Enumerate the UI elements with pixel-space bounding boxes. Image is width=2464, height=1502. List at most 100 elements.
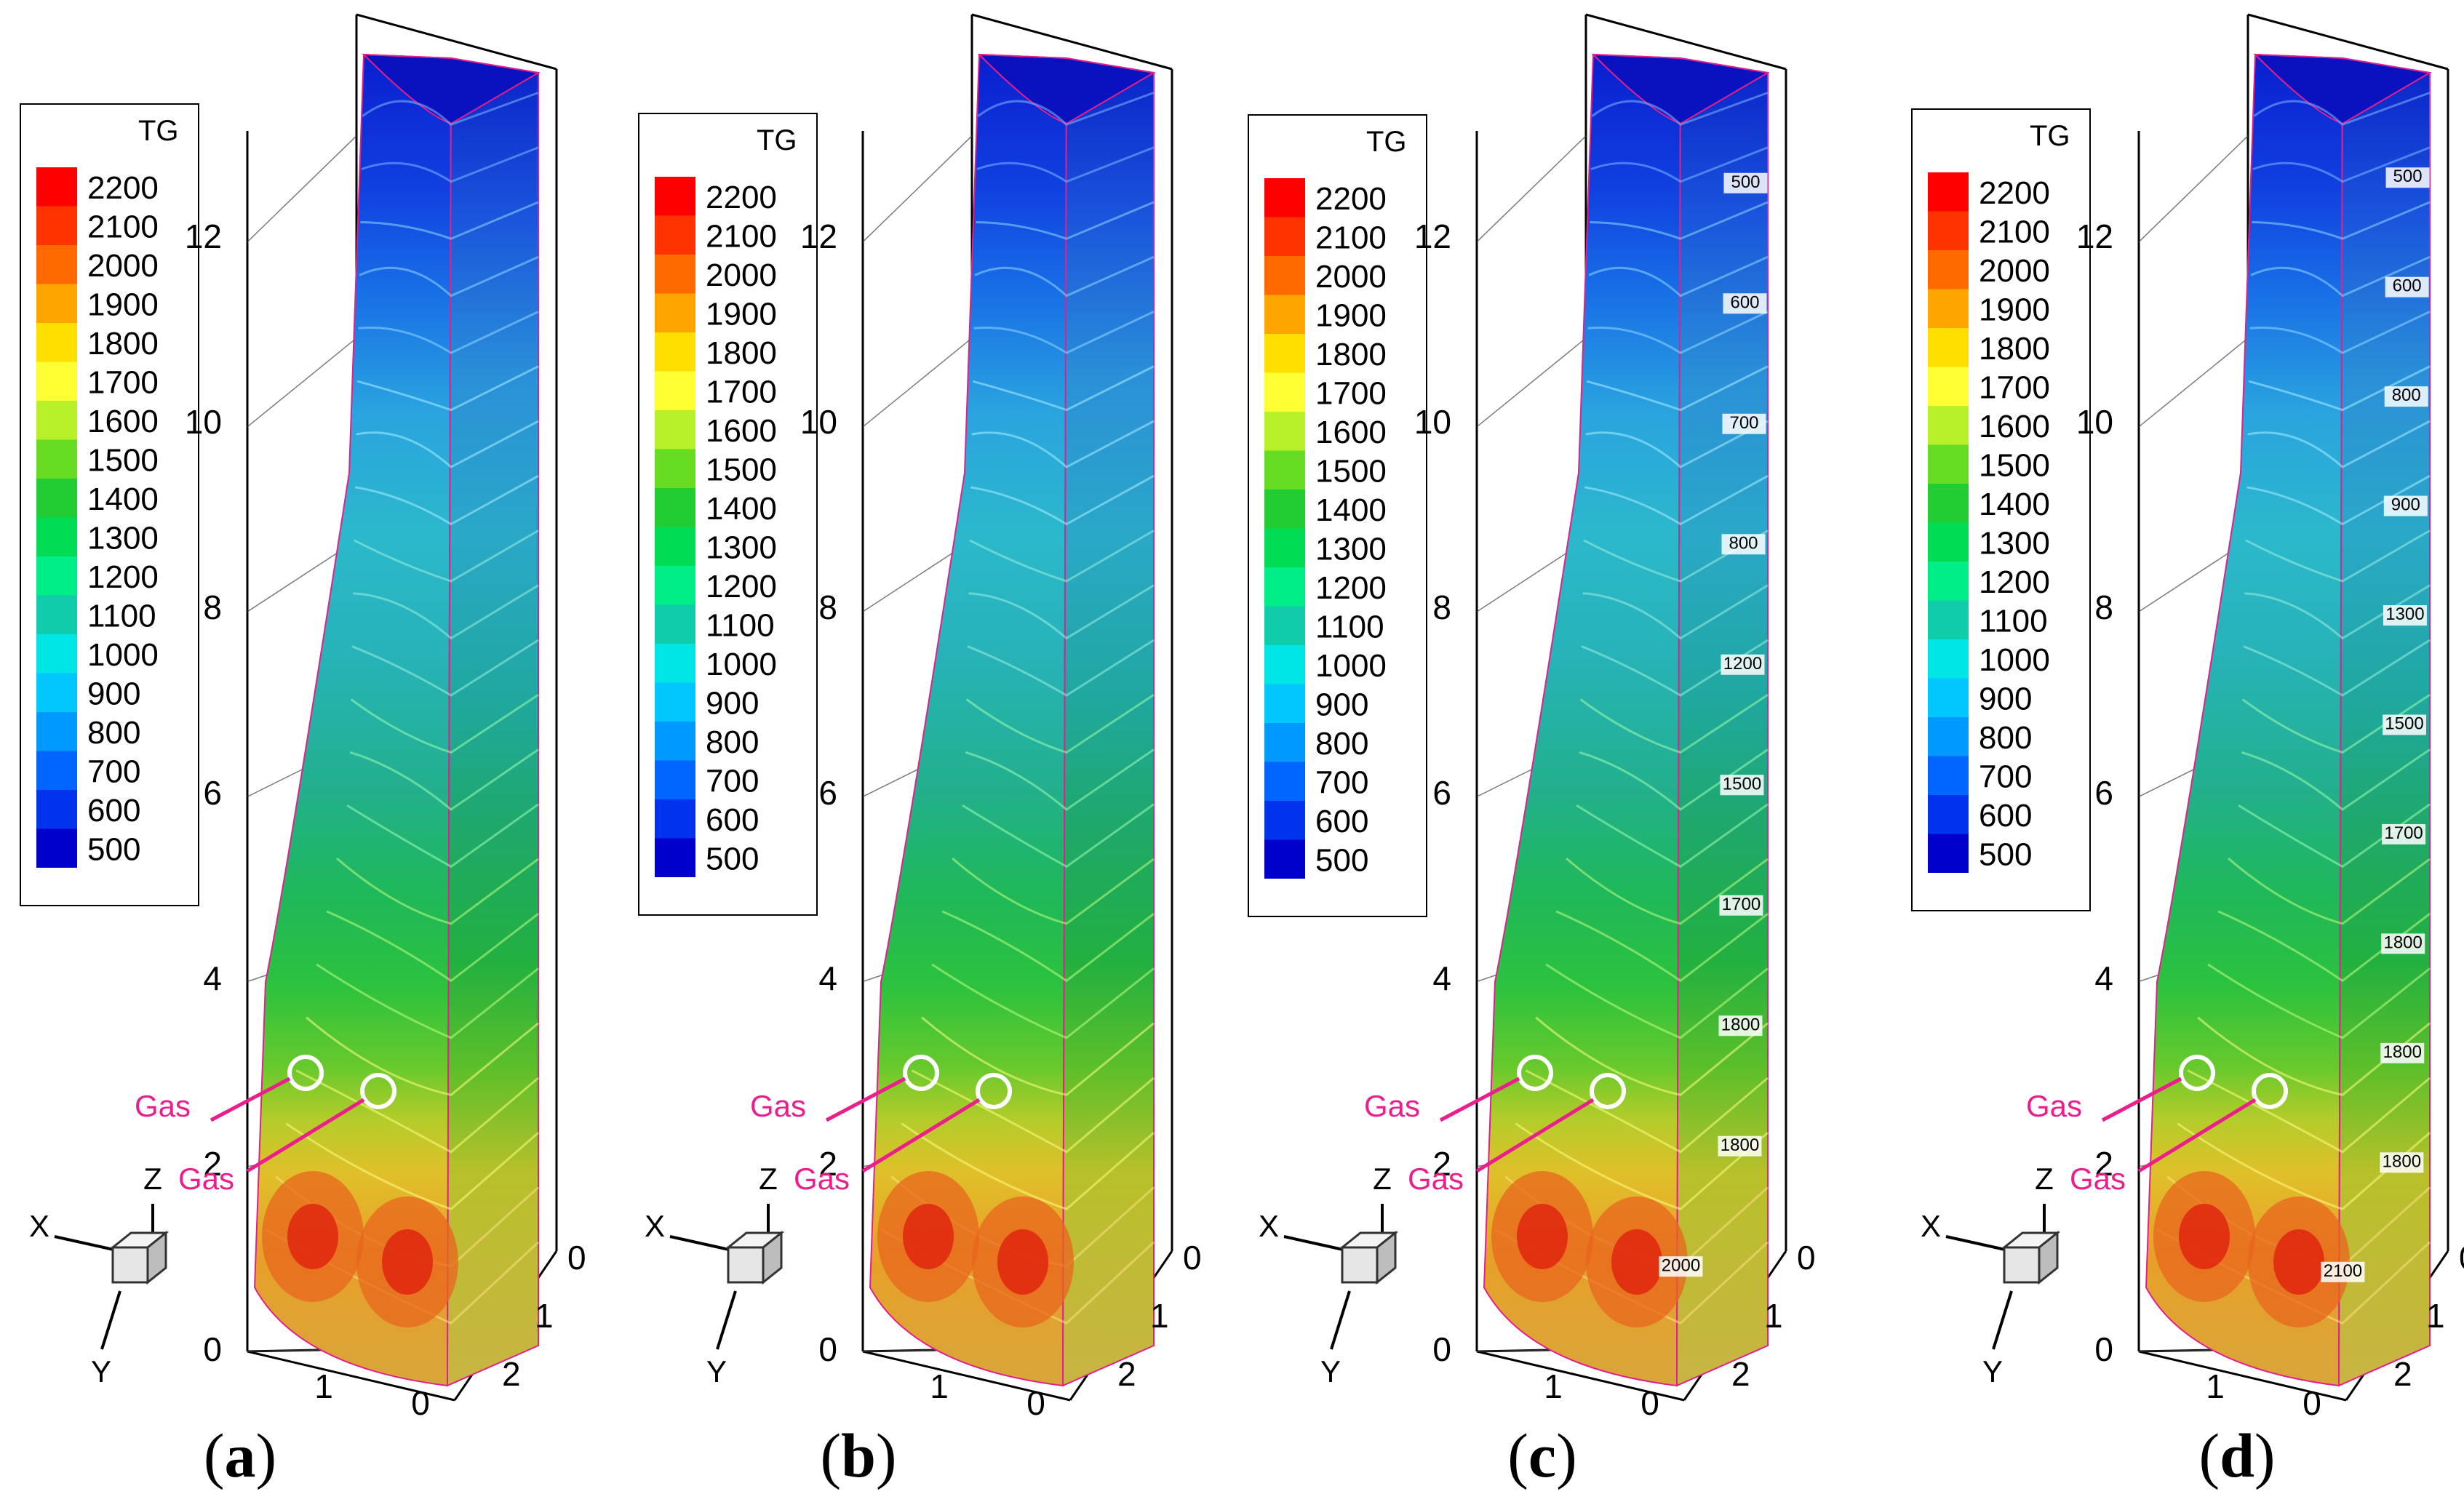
gas-inlet-circle [2179, 1055, 2215, 1091]
legend-swatch [655, 177, 695, 216]
grid-line [1476, 337, 1587, 428]
gas-label: Gas [1364, 1089, 1420, 1123]
gas-inlet-circle [2252, 1073, 2288, 1109]
isoline [952, 858, 1155, 925]
triad-cube [111, 1246, 149, 1284]
legend-swatch [1928, 600, 1969, 639]
isoline [356, 365, 539, 412]
z-tick-label: 4 [2094, 959, 2113, 997]
contour-label: 800 [2392, 386, 2421, 405]
z-axis: 0 2 4 6 8 10 12 [185, 217, 222, 1368]
legend-tick-label: 1600 [87, 404, 159, 439]
legend-swatch [655, 527, 695, 566]
box-edge [1585, 13, 1787, 71]
isoline [356, 420, 539, 468]
legend-swatch [36, 206, 77, 245]
isoline [2253, 92, 2431, 126]
isoline [358, 311, 539, 354]
z-tick-label: 0 [1432, 1330, 1451, 1368]
legend-tick-label: 1900 [1979, 292, 2050, 328]
isoline [326, 910, 539, 983]
y-tick-label: 1 [1150, 1297, 1169, 1335]
isoline [2207, 963, 2431, 1039]
panel-label: (d) [2198, 1421, 2275, 1490]
legend-title: TG [2030, 120, 2070, 152]
legend-swatch [655, 838, 695, 877]
panel-label-paren: ( [1507, 1421, 1528, 1490]
isoline [1591, 92, 1769, 126]
legend-swatch [1264, 723, 1305, 762]
hot-core [287, 1204, 338, 1269]
legend-tick-label: 1400 [87, 482, 159, 517]
contour-label-bg [1718, 1135, 1762, 1157]
isoline [2197, 1016, 2431, 1096]
contour-label: 800 [1729, 533, 1758, 553]
isoline [921, 1016, 1155, 1096]
furnace-body [869, 53, 1156, 1387]
z-tick-label: 10 [185, 403, 222, 441]
legend-swatch [655, 371, 695, 410]
isoline [2217, 910, 2431, 983]
isoline [350, 693, 539, 754]
legend-swatch [1264, 490, 1305, 529]
gas-markers: Gas Gas [135, 1055, 396, 1196]
isoline [351, 639, 539, 697]
panel-c: TG22002100200019001800170016001500140013… [1248, 13, 1816, 1490]
legend-swatch [1264, 645, 1305, 684]
z-tick-label: 2 [818, 1145, 837, 1183]
contour-label-bg [1723, 293, 1767, 314]
legend-tick-label: 900 [87, 676, 140, 712]
gas-leader-line [1475, 1098, 1595, 1173]
legend-swatch [36, 673, 77, 712]
x-axis-line [1945, 1235, 2012, 1253]
legend-tick-label: 1200 [87, 559, 159, 595]
legend-tick-label: 2000 [706, 257, 777, 293]
front-face [869, 53, 1068, 1387]
legend-tick-label: 500 [706, 842, 759, 877]
isoline [1555, 910, 1769, 983]
y-tick-label: 1 [1764, 1297, 1783, 1335]
legend-tick-label: 1300 [1979, 526, 2050, 562]
contour-label: 2000 [1662, 1255, 1700, 1275]
legend-swatch [36, 284, 77, 323]
isoline [2247, 420, 2431, 468]
panel-label-paren: ) [2254, 1421, 2276, 1490]
legend-tick-label: 800 [1979, 720, 2032, 756]
legend-tick-label: 1200 [706, 569, 777, 604]
legend-tick-label: 1600 [1979, 409, 2050, 444]
y-tick-label: 0 [1183, 1239, 1202, 1277]
isoline [2252, 146, 2431, 183]
legend-swatch [1264, 334, 1305, 373]
contour-label-bg [1721, 654, 1765, 675]
contour-label: 500 [2393, 167, 2423, 186]
box-edge [356, 13, 557, 71]
corner-tick-label: 0 [1640, 1384, 1659, 1422]
contour-label: 600 [1730, 292, 1759, 312]
contour-label: 1700 [2384, 823, 2423, 843]
contour-label: 1300 [2385, 604, 2424, 624]
legend-tick-label: 1900 [87, 287, 159, 323]
legend-tick-label: 1100 [87, 599, 156, 634]
contour-label: 1800 [1721, 1135, 1759, 1155]
z-tick-label: 2 [203, 1145, 222, 1183]
isoline [316, 963, 539, 1039]
legend-swatch [1928, 211, 1969, 250]
contour-label: 1800 [1721, 1015, 1760, 1034]
legend-tick-label: 1500 [1979, 448, 2050, 484]
isoline [967, 639, 1155, 697]
legend-tick-label: 500 [1979, 837, 2032, 873]
isolines [1494, 92, 1769, 1325]
legend-swatch [36, 323, 77, 362]
panel-label-paren: ) [1556, 1421, 1577, 1490]
panel-label: (a) [204, 1421, 276, 1490]
furnace-body [253, 53, 541, 1387]
legend-swatch [1264, 412, 1305, 451]
y-axis-line [100, 1290, 121, 1350]
panel-label-letter: d [2220, 1421, 2254, 1490]
isoline [2243, 639, 2431, 697]
contour-label-bg [2384, 386, 2428, 407]
panel-label-letter: c [1528, 1421, 1556, 1490]
contour-label-bg [1718, 1015, 1763, 1036]
isoline [1579, 748, 1769, 811]
x-axis-name: X [1259, 1209, 1279, 1243]
